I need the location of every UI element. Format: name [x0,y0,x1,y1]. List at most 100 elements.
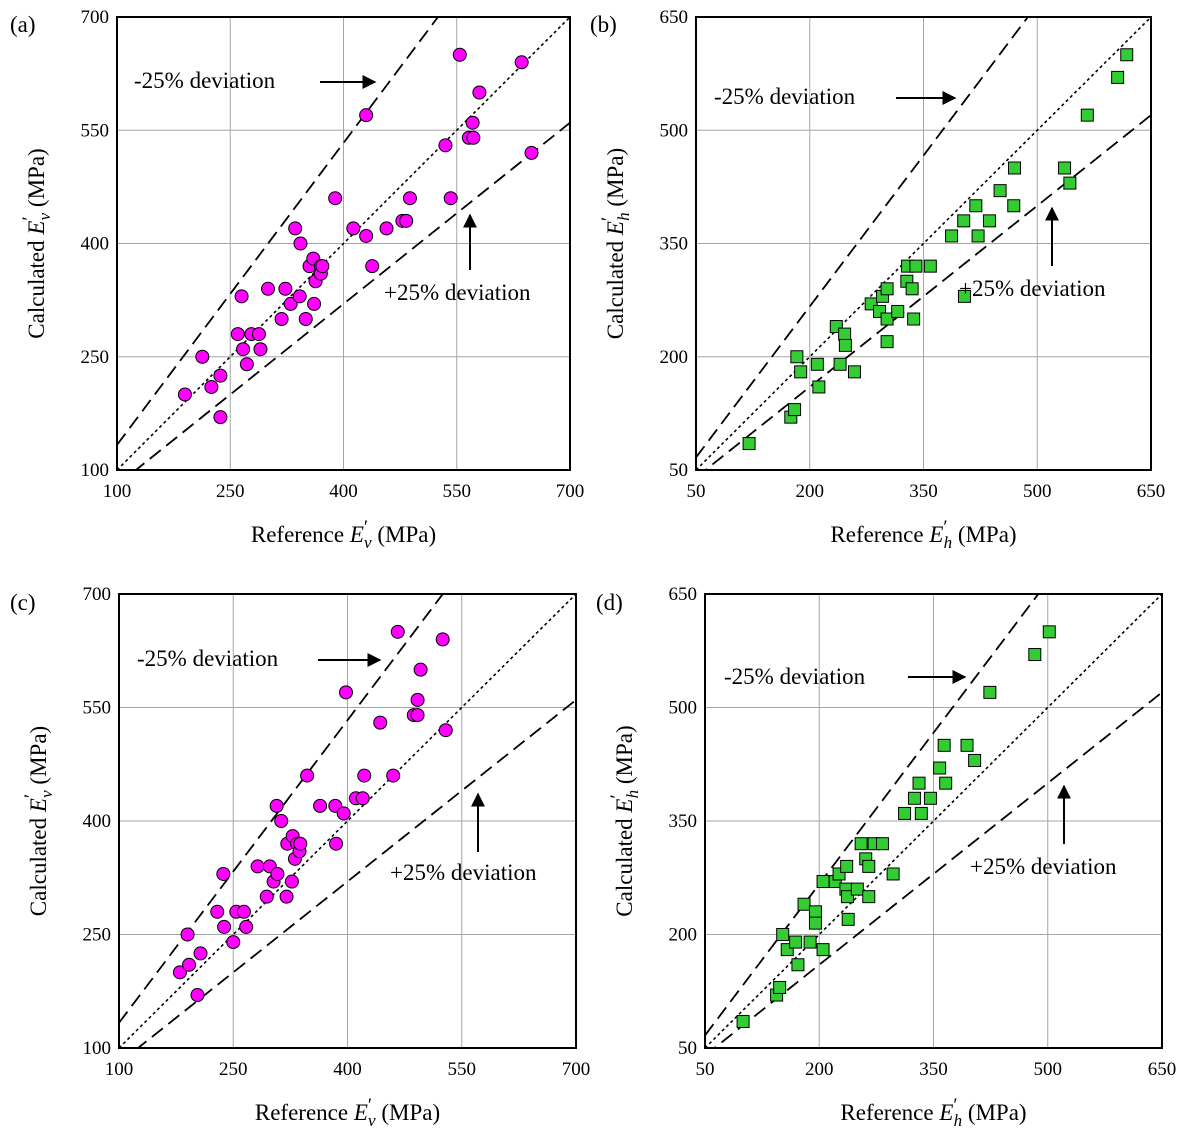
data-point[interactable] [514,55,529,70]
data-point[interactable] [236,904,251,919]
data-point[interactable] [776,928,790,941]
data-point[interactable] [847,365,861,379]
data-point[interactable] [891,304,905,318]
data-point[interactable] [794,365,808,379]
data-point[interactable] [172,965,187,980]
data-point[interactable] [736,1015,750,1029]
data-point[interactable] [261,281,275,296]
data-point[interactable] [909,259,923,273]
data-point[interactable] [957,214,971,228]
data-point[interactable] [840,890,854,904]
data-point[interactable] [355,791,370,806]
data-point[interactable] [880,335,894,349]
data-point[interactable] [840,859,854,873]
data-point[interactable] [399,213,414,228]
data-point[interactable] [217,919,232,934]
data-point[interactable] [833,357,847,371]
data-point[interactable] [789,935,803,949]
data-point[interactable] [386,768,401,783]
data-point[interactable] [435,632,450,647]
data-point[interactable] [1120,48,1134,62]
data-point[interactable] [945,229,959,243]
data-point[interactable] [239,919,254,934]
data-point[interactable] [937,738,951,752]
data-point[interactable] [298,312,313,326]
data-point[interactable] [204,379,219,394]
data-point[interactable] [236,342,251,357]
data-point[interactable] [239,357,254,372]
data-point[interactable] [862,890,876,904]
data-point[interactable] [1080,108,1094,122]
data-point[interactable] [808,905,822,919]
data-point[interactable] [177,387,192,402]
data-point[interactable] [810,357,824,371]
data-point[interactable] [957,289,971,303]
data-point[interactable] [274,814,289,828]
data-point[interactable] [886,867,900,881]
data-point[interactable] [960,738,974,752]
data-point[interactable] [923,259,937,273]
data-point[interactable] [790,350,804,364]
data-point[interactable] [300,768,315,783]
data-point[interactable] [357,768,372,783]
data-point[interactable] [907,312,921,326]
data-point[interactable] [338,685,353,700]
data-point[interactable] [193,946,208,961]
data-point[interactable] [284,874,299,889]
data-point[interactable] [190,988,205,1003]
data-point[interactable] [402,191,417,206]
data-point[interactable] [292,289,307,304]
data-point[interactable] [791,958,805,972]
data-point[interactable] [914,806,928,820]
data-point[interactable] [808,916,822,930]
data-point[interactable] [524,145,539,160]
data-point[interactable] [466,130,481,145]
data-point[interactable] [346,221,361,236]
data-point[interactable] [180,927,195,942]
data-point[interactable] [472,85,487,100]
data-point[interactable] [854,837,868,851]
data-point[interactable] [982,214,996,228]
data-point[interactable] [452,47,467,62]
data-point[interactable] [293,836,308,851]
data-point[interactable] [274,312,289,326]
data-point[interactable] [279,889,294,904]
data-point[interactable] [438,723,453,738]
data-point[interactable] [907,791,921,805]
data-point[interactable] [438,138,453,153]
data-point[interactable] [278,281,293,296]
data-point[interactable] [315,259,330,274]
data-point[interactable] [210,904,225,919]
data-point[interactable] [850,882,864,896]
data-point[interactable] [329,836,344,851]
data-point[interactable] [838,338,852,352]
data-point[interactable] [898,806,912,820]
data-point[interactable] [250,859,265,874]
data-point[interactable] [969,199,983,213]
data-point[interactable] [905,282,919,296]
data-point[interactable] [234,289,249,304]
data-point[interactable] [213,368,228,383]
data-point[interactable] [251,327,266,342]
data-point[interactable] [293,236,308,251]
data-point[interactable] [816,943,830,957]
data-point[interactable] [742,437,756,451]
data-point[interactable] [968,753,982,767]
data-point[interactable] [213,410,228,425]
data-point[interactable] [875,837,889,851]
data-point[interactable] [283,296,298,311]
data-point[interactable] [971,229,985,243]
data-point[interactable] [359,228,374,243]
data-point[interactable] [773,980,787,994]
data-point[interactable] [336,806,351,821]
data-point[interactable] [307,296,322,311]
data-point[interactable] [259,889,274,904]
data-point[interactable] [1028,648,1042,662]
data-point[interactable] [288,221,303,236]
data-point[interactable] [413,662,428,677]
data-point[interactable] [410,708,425,723]
data-point[interactable] [812,380,826,394]
data-point[interactable] [1063,176,1077,190]
data-point[interactable] [359,108,374,123]
data-point[interactable] [373,715,388,730]
